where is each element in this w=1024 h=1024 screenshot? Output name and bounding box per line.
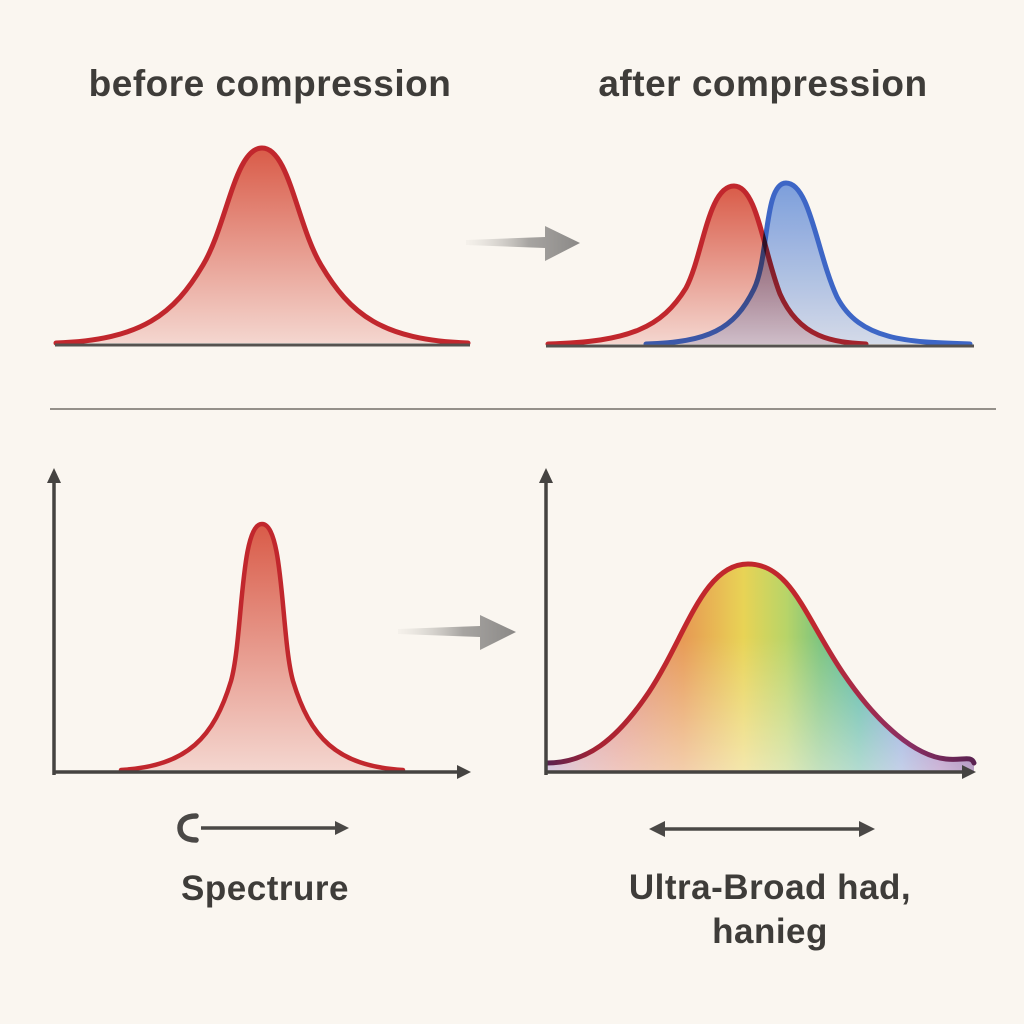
spectrum-caption: Spectrure — [181, 869, 349, 908]
spectrum-y-axis-arrowhead-icon — [47, 468, 61, 483]
broadband-rainbow-fade — [547, 564, 974, 771]
before-pulse-curve — [53, 145, 471, 346]
broad-width-arrowhead-right-icon — [859, 821, 875, 837]
broadband-rainbow-outline — [544, 561, 977, 766]
broadband-caption-line1: Ultra-Broad had, — [628, 868, 912, 907]
after-compression-title: after compression — [598, 63, 928, 104]
broadband-caption: Ultra-Broad had, hanieg — [565, 866, 975, 954]
bracket-icon — [177, 813, 199, 843]
spectrum-narrow-curve — [118, 521, 406, 773]
spectrum-x-axis-arrowhead-icon — [457, 765, 471, 779]
broadband-y-axis-arrowhead-icon — [539, 468, 553, 483]
broadband-caption-line2: hanieg — [712, 912, 828, 951]
narrow-width-arrowhead-icon — [335, 821, 349, 835]
before-compression-title: before compression — [88, 63, 452, 104]
arrow-right-icon — [466, 226, 580, 261]
after-pulse-blue-curve — [643, 180, 973, 347]
arrow-right-icon — [398, 615, 516, 650]
broadband-x-axis-arrowhead-icon — [962, 765, 976, 779]
broad-width-arrowhead-left-icon — [649, 821, 665, 837]
